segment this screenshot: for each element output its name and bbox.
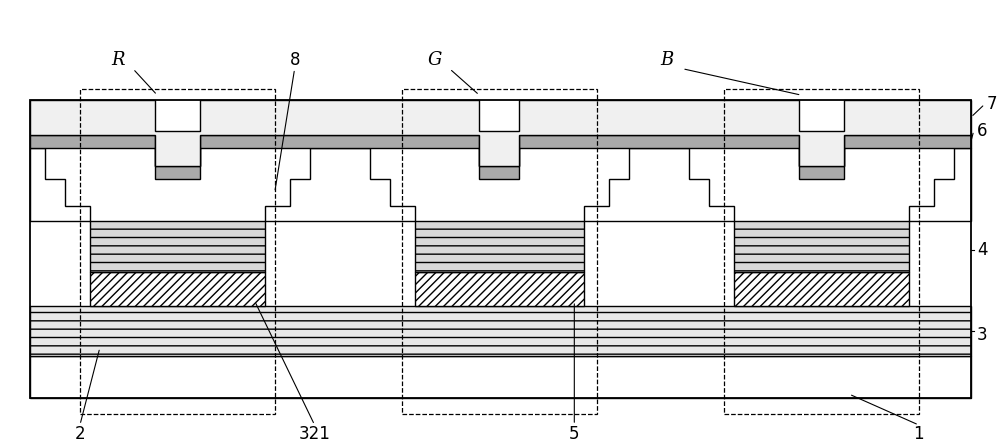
- Text: 2: 2: [75, 425, 85, 443]
- Polygon shape: [265, 148, 415, 221]
- Polygon shape: [30, 135, 971, 179]
- Bar: [402, 89, 597, 414]
- Bar: [80, 89, 275, 414]
- Text: 7: 7: [987, 95, 997, 113]
- Text: 321: 321: [299, 425, 331, 443]
- Text: 1: 1: [914, 425, 924, 443]
- Text: 5: 5: [569, 425, 580, 443]
- Text: G: G: [427, 51, 442, 69]
- Bar: [415, 221, 584, 272]
- Text: B: B: [661, 51, 674, 69]
- Bar: [90, 221, 265, 272]
- Text: R: R: [111, 51, 125, 69]
- Bar: [30, 305, 971, 356]
- Bar: [30, 100, 971, 398]
- Polygon shape: [909, 148, 971, 221]
- Bar: [415, 272, 584, 305]
- Text: 3: 3: [977, 326, 987, 344]
- Polygon shape: [30, 148, 90, 221]
- Bar: [30, 356, 971, 398]
- Bar: [90, 272, 265, 305]
- Bar: [734, 272, 909, 305]
- Text: 4: 4: [977, 241, 987, 259]
- Bar: [734, 221, 909, 272]
- Polygon shape: [30, 100, 971, 166]
- Text: 6: 6: [977, 122, 987, 139]
- Polygon shape: [584, 148, 734, 221]
- Bar: [724, 89, 919, 414]
- Text: 8: 8: [289, 51, 300, 69]
